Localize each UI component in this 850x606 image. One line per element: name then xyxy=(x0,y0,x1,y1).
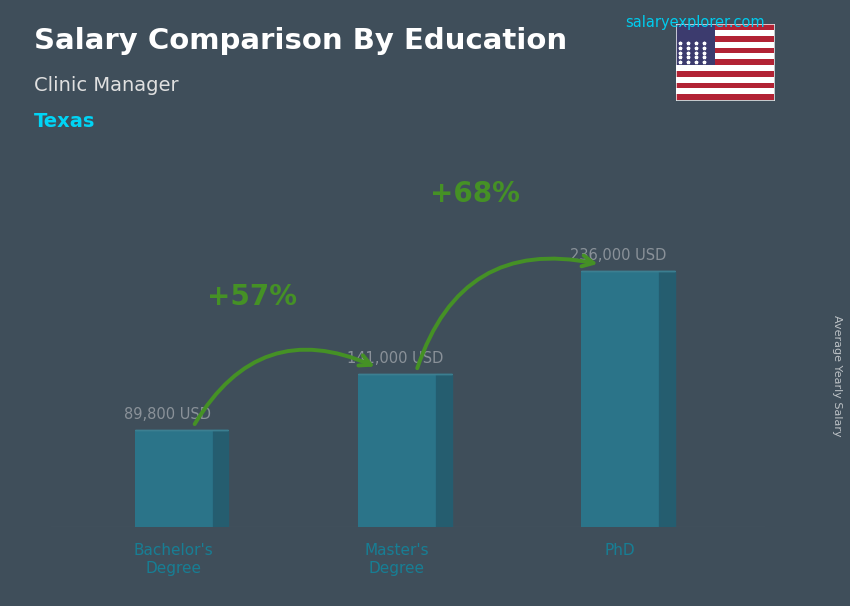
Bar xyxy=(676,94,774,100)
Text: Salary Comparison By Education: Salary Comparison By Education xyxy=(34,27,567,55)
Bar xyxy=(676,71,774,77)
Bar xyxy=(676,47,774,53)
Bar xyxy=(676,24,774,30)
Bar xyxy=(676,36,774,42)
Bar xyxy=(676,77,774,82)
Text: 89,800 USD: 89,800 USD xyxy=(123,407,211,422)
Bar xyxy=(676,88,774,94)
Polygon shape xyxy=(212,430,229,527)
Text: Average Yearly Salary: Average Yearly Salary xyxy=(832,315,842,436)
Text: +57%: +57% xyxy=(207,283,297,311)
Bar xyxy=(358,374,436,527)
Bar xyxy=(676,53,774,59)
Bar xyxy=(676,65,774,71)
Text: Clinic Manager: Clinic Manager xyxy=(34,76,178,95)
Bar xyxy=(676,59,774,65)
Polygon shape xyxy=(659,271,675,527)
Bar xyxy=(134,430,212,527)
Bar xyxy=(676,30,774,36)
Text: 236,000 USD: 236,000 USD xyxy=(570,248,666,263)
Bar xyxy=(676,24,715,65)
Text: 141,000 USD: 141,000 USD xyxy=(347,351,443,366)
Text: +68%: +68% xyxy=(430,180,520,208)
Text: salaryexplorer.com: salaryexplorer.com xyxy=(625,15,764,30)
Bar xyxy=(581,271,659,527)
Polygon shape xyxy=(436,374,451,527)
Bar xyxy=(676,42,774,47)
Bar xyxy=(676,82,774,88)
Text: Texas: Texas xyxy=(34,112,95,131)
